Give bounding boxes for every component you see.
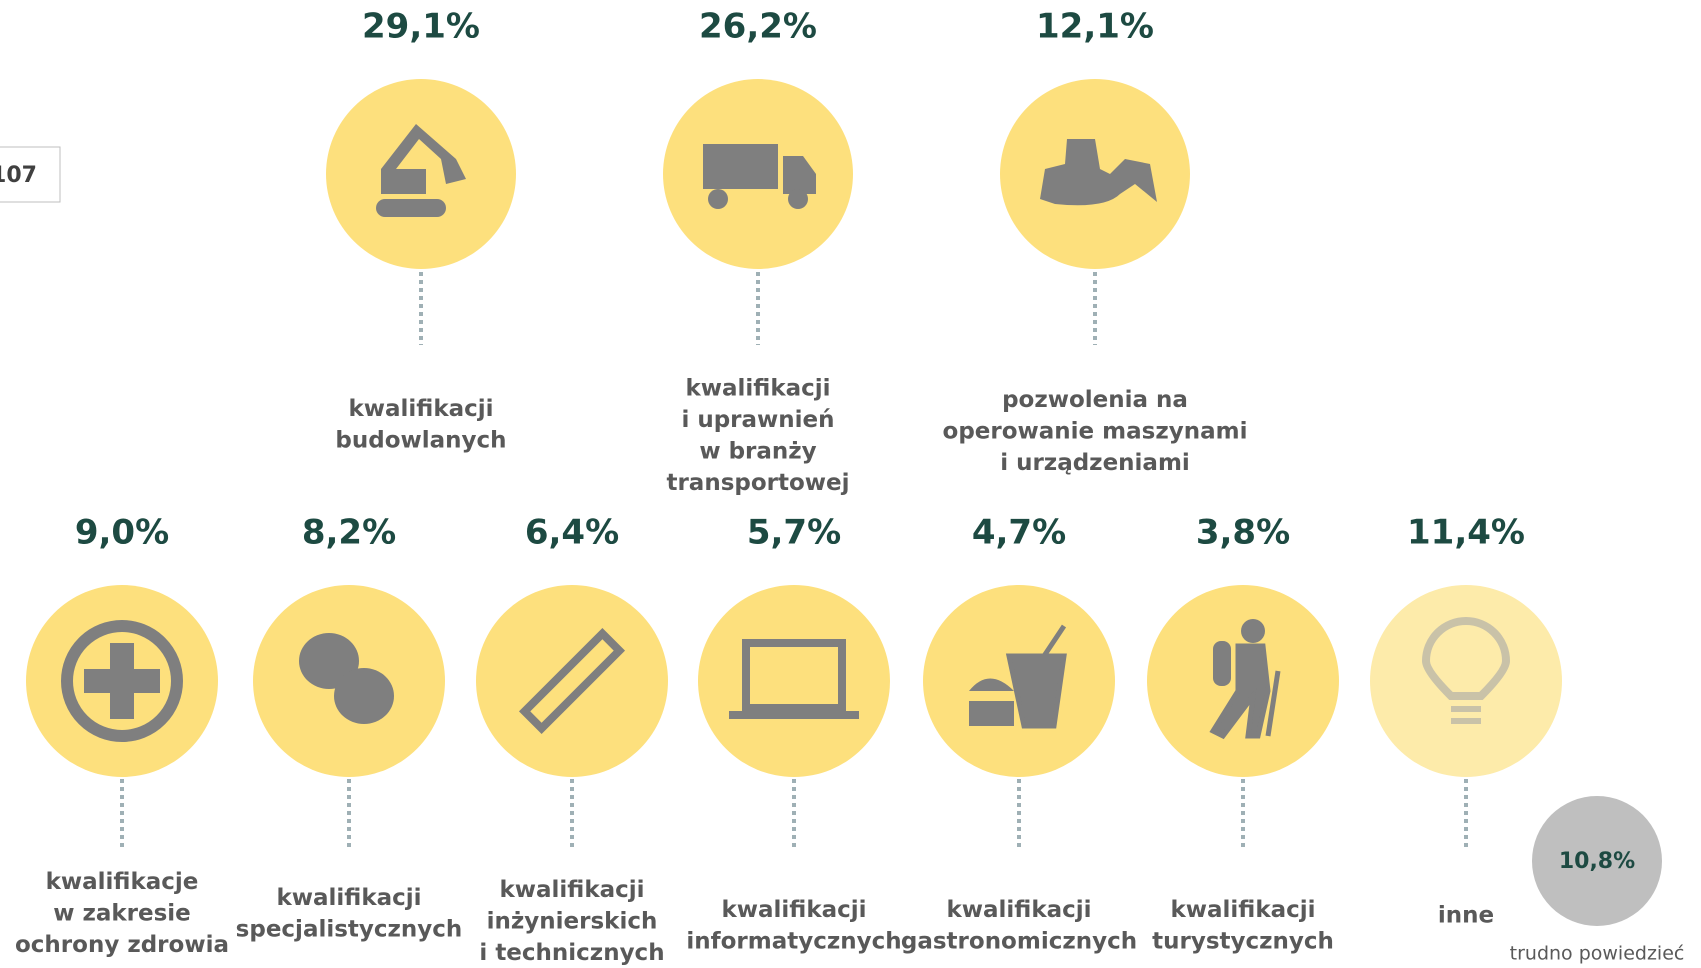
icon [788, 189, 808, 209]
icon [1451, 718, 1481, 724]
icon [1209, 643, 1281, 740]
percent-value: 11,4% [1407, 513, 1525, 553]
icon [1241, 619, 1265, 643]
side-box-text: 107 [0, 163, 37, 188]
icon [729, 639, 859, 719]
percent-value: 29,1% [362, 7, 480, 47]
category-label: kwalifikacji [276, 885, 421, 911]
category-label: kwalifikacji [685, 375, 830, 401]
category-label: pozwolenia na [1002, 387, 1188, 413]
icon [381, 124, 466, 194]
icon [1421, 617, 1511, 700]
icon [376, 124, 466, 217]
category-label: w zakresie [53, 901, 191, 927]
category-label: inne [1438, 903, 1494, 929]
icon-circle [698, 585, 890, 777]
percent-value: 5,7% [747, 513, 841, 553]
percent-value: 3,8% [1196, 513, 1290, 553]
other-circle [1532, 796, 1662, 926]
category-label: transportowej [666, 470, 849, 496]
icon [1040, 139, 1157, 206]
category-label: specjalistycznych [236, 916, 463, 942]
icon [1209, 619, 1281, 740]
icon [703, 144, 778, 189]
icon [299, 633, 394, 724]
category-label: w branży [699, 438, 816, 464]
icon [708, 189, 728, 209]
category-label: inżynierskich [487, 909, 658, 935]
percent-value: 26,2% [699, 7, 817, 47]
percent-value: 4,7% [972, 513, 1066, 553]
category-label: operowanie maszynami [943, 419, 1248, 445]
icon [334, 668, 394, 724]
other-label: trudno powiedzieć [1510, 943, 1685, 965]
icon [783, 156, 816, 194]
icon [742, 639, 846, 712]
category-label: kwalifikacji [1170, 897, 1315, 923]
icon [84, 643, 160, 719]
other-value: 10,8% [1559, 849, 1635, 874]
icon [1005, 624, 1067, 729]
icon [61, 620, 183, 742]
icon [376, 199, 446, 217]
icon-circle [476, 585, 668, 777]
percent-value: 8,2% [302, 513, 396, 553]
percent-value: 6,4% [525, 513, 619, 553]
category-label: i urządzeniami [1000, 450, 1190, 476]
icon [518, 627, 626, 735]
icon [969, 678, 1014, 726]
percent-value: 9,0% [75, 513, 169, 553]
category-label: kwalifikacji [721, 897, 866, 923]
category-label: gastronomicznych [901, 928, 1137, 954]
category-label: informatycznych [686, 928, 901, 954]
category-label: budowlanych [335, 427, 506, 453]
icon [1421, 617, 1511, 724]
side-box [0, 146, 61, 203]
category-label: turystycznych [1152, 928, 1334, 954]
category-label: kwalifikacji [348, 396, 493, 422]
category-label: i technicznych [479, 940, 664, 966]
category-label: ochrony zdrowia [15, 932, 229, 958]
icon [1213, 641, 1231, 686]
icon [969, 624, 1067, 729]
icon [703, 144, 816, 209]
percent-value: 12,1% [1036, 7, 1154, 47]
category-label: kwalifikacji [499, 877, 644, 903]
category-label: kwalifikacji [946, 897, 1091, 923]
category-label: i uprawnień [681, 407, 834, 433]
category-label: kwalifikacje [46, 869, 199, 895]
icon-circle [1370, 585, 1562, 777]
icon [299, 633, 359, 689]
icon [729, 711, 859, 719]
icon [61, 620, 183, 742]
icon [1451, 706, 1481, 712]
icon [1040, 139, 1157, 206]
icon [518, 627, 626, 735]
